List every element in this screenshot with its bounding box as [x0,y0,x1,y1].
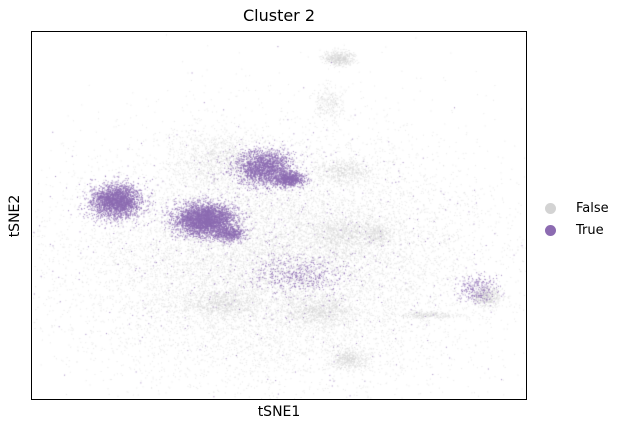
chart-title: Cluster 2 [242,6,316,25]
legend-label-true: True [576,222,604,238]
legend: False True [545,197,609,241]
y-axis-label: tSNE2 [7,194,23,238]
x-axis-label: tSNE1 [257,404,301,420]
legend-label-false: False [576,200,609,216]
scatter-points [32,32,526,399]
plot-area [31,31,527,400]
legend-item-true: True [545,219,609,241]
legend-item-false: False [545,197,609,219]
legend-marker-true [545,224,556,236]
legend-marker-false [545,202,556,214]
